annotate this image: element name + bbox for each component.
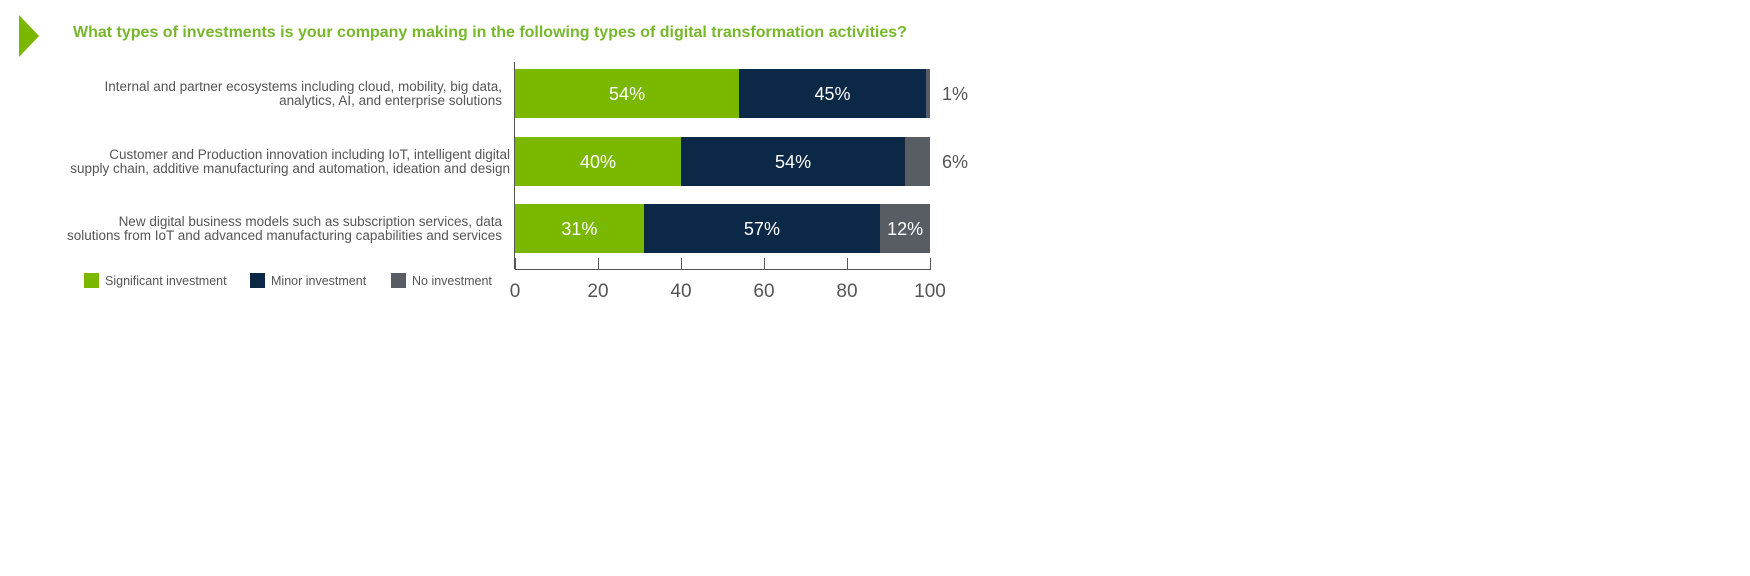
value-label: 54% [775, 151, 812, 172]
x-tick-label: 0 [509, 281, 521, 302]
value-label: 57% [743, 218, 780, 239]
bar-segment [681, 137, 906, 186]
legend-label: No investment [412, 274, 492, 288]
x-tick [515, 258, 516, 270]
value-label: 31% [561, 218, 598, 239]
chevron-icon [19, 15, 39, 57]
x-tick-label: 60 [753, 281, 775, 302]
x-tick-label: 20 [587, 281, 609, 302]
bar-segment [925, 69, 930, 118]
y-axis-line [514, 62, 515, 269]
x-tick-label: 40 [670, 281, 692, 302]
value-label: 1% [942, 83, 969, 104]
bar-segment [905, 137, 930, 186]
value-label: 45% [814, 83, 851, 104]
x-tick-label: 80 [836, 281, 858, 302]
chart-title: What types of investments is your compan… [73, 24, 907, 41]
x-tick [930, 258, 931, 270]
x-tick [847, 258, 848, 270]
x-tick-label: 100 [914, 281, 946, 302]
category-label: Customer and Production innovation inclu… [70, 146, 510, 176]
value-label: 6% [942, 151, 969, 172]
x-tick [598, 258, 599, 270]
bar-segment [515, 69, 740, 118]
value-label: 12% [887, 218, 924, 239]
legend-swatch [250, 273, 265, 288]
category-label: New digital business models such as subs… [67, 213, 502, 243]
category-label: Internal and partner ecosystems includin… [104, 78, 502, 108]
bar-segment [515, 137, 681, 186]
legend-label: Significant investment [105, 274, 227, 288]
bar-segment [643, 204, 881, 253]
bar-segment [515, 204, 644, 253]
x-axis-line [515, 269, 931, 270]
x-tick [764, 258, 765, 270]
bar-segment [739, 69, 926, 118]
legend-label: Minor investment [271, 274, 367, 288]
legend-swatch [84, 273, 99, 288]
bar-segment [880, 204, 930, 253]
value-label: 54% [609, 83, 646, 104]
value-label: 40% [580, 151, 617, 172]
x-tick [681, 258, 682, 270]
legend-swatch [391, 273, 406, 288]
